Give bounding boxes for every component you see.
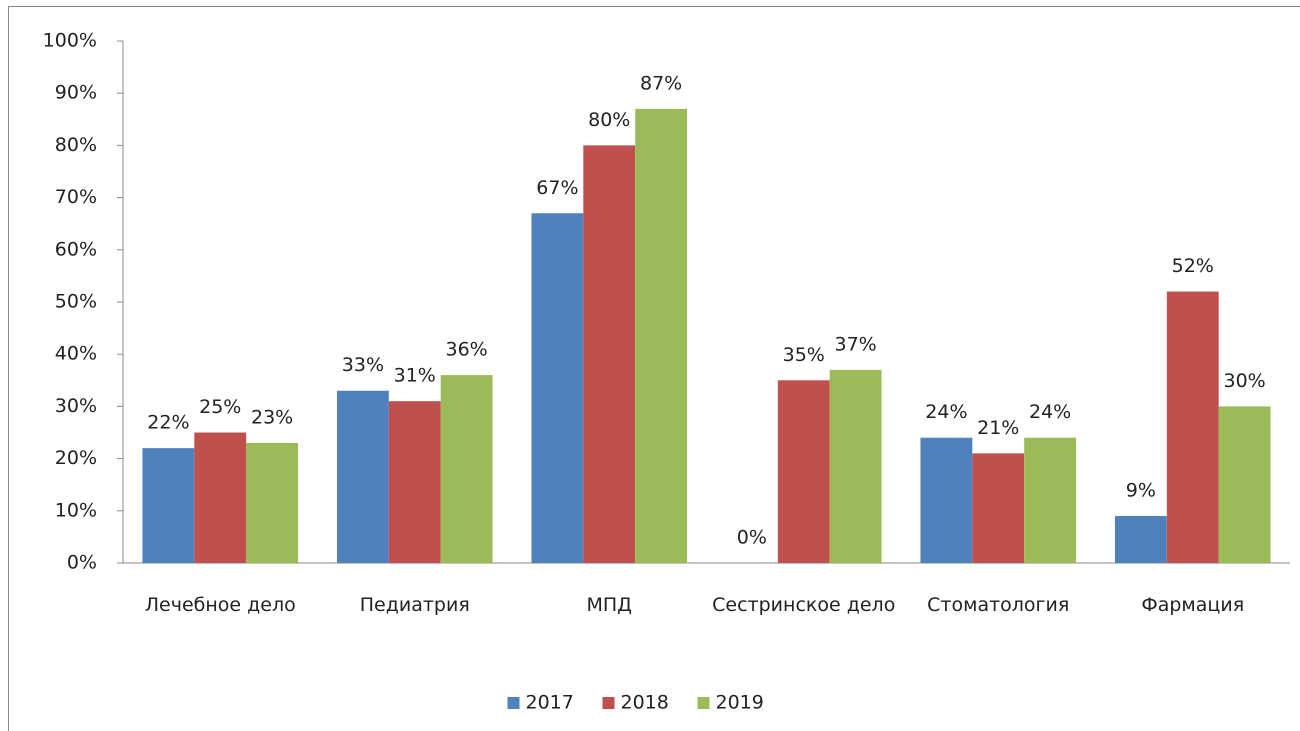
value-label: 23% bbox=[251, 406, 293, 428]
value-label: 33% bbox=[342, 354, 384, 376]
x-tick-label: Педиатрия bbox=[359, 594, 470, 616]
value-label: 35% bbox=[783, 344, 825, 366]
value-label: 22% bbox=[147, 412, 189, 434]
value-label: 25% bbox=[199, 396, 241, 418]
value-label: 31% bbox=[394, 365, 436, 387]
bar bbox=[920, 437, 973, 563]
value-label: 21% bbox=[977, 417, 1019, 439]
bar bbox=[829, 369, 882, 563]
x-tick-label: Сестринское дело bbox=[712, 594, 896, 616]
x-tick-label: Стоматология bbox=[927, 594, 1070, 616]
y-tick-label: 80% bbox=[55, 134, 97, 156]
y-tick-label: 30% bbox=[55, 395, 97, 417]
legend-swatch bbox=[507, 697, 520, 709]
legend-label: 2019 bbox=[716, 692, 764, 714]
y-tick-label: 60% bbox=[55, 238, 97, 260]
value-label: 67% bbox=[536, 177, 578, 199]
bar bbox=[142, 448, 195, 563]
bar bbox=[246, 442, 299, 563]
bar bbox=[1166, 291, 1219, 563]
value-label: 52% bbox=[1172, 255, 1214, 277]
y-tick-label: 10% bbox=[55, 499, 97, 521]
bar bbox=[583, 145, 636, 563]
bar bbox=[440, 375, 493, 563]
value-label: 30% bbox=[1223, 370, 1265, 392]
legend-swatch bbox=[697, 697, 710, 709]
bar bbox=[1114, 516, 1167, 563]
y-tick-label: 90% bbox=[55, 82, 97, 104]
value-label: 9% bbox=[1126, 480, 1156, 502]
bar bbox=[972, 453, 1025, 563]
bar bbox=[531, 213, 584, 563]
y-tick-label: 0% bbox=[67, 552, 97, 574]
value-label: 24% bbox=[1029, 401, 1071, 423]
value-label: 24% bbox=[925, 401, 967, 423]
legend-swatch bbox=[602, 697, 615, 709]
value-label: 37% bbox=[834, 333, 876, 355]
y-tick-label: 40% bbox=[55, 343, 97, 365]
y-tick-label: 70% bbox=[55, 186, 97, 208]
bar bbox=[635, 108, 688, 564]
bar bbox=[388, 401, 441, 563]
x-tick-label: Лечебное дело bbox=[144, 594, 296, 616]
legend-label: 2018 bbox=[621, 692, 669, 714]
x-tick-label: Фармация bbox=[1141, 594, 1245, 616]
bar bbox=[1024, 437, 1077, 563]
chart-border bbox=[8, 6, 1300, 731]
x-tick-label: МПД bbox=[586, 594, 633, 616]
bar bbox=[194, 432, 247, 563]
y-tick-label: 100% bbox=[43, 30, 97, 52]
value-label: 80% bbox=[588, 109, 630, 131]
bar bbox=[1218, 406, 1271, 563]
bar bbox=[777, 380, 830, 563]
value-label: 36% bbox=[445, 339, 487, 361]
legend-label: 2017 bbox=[526, 692, 574, 714]
value-label: 87% bbox=[640, 72, 682, 94]
value-label: 0% bbox=[737, 527, 767, 549]
y-tick-label: 50% bbox=[55, 291, 97, 313]
y-tick-label: 20% bbox=[55, 447, 97, 469]
bar bbox=[336, 390, 389, 563]
